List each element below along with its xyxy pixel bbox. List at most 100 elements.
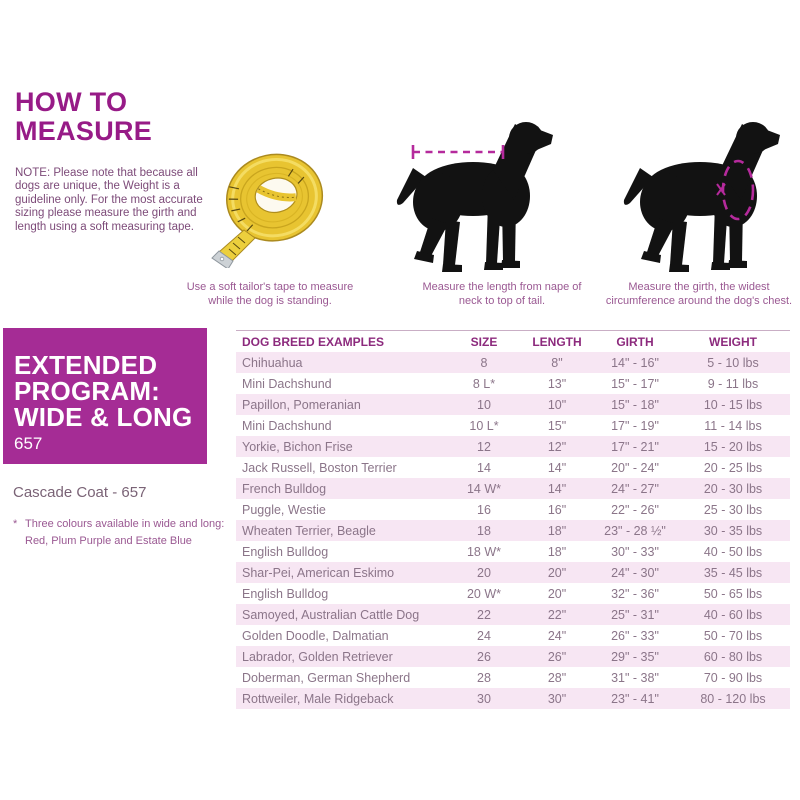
table-cell: Rottweiler, Male Ridgeback	[242, 691, 394, 706]
extended-program-banner: EXTENDED PROGRAM: WIDE & LONG 657	[3, 328, 207, 464]
col-header-length: LENGTH	[532, 334, 582, 349]
table-cell: 30"	[547, 691, 567, 706]
table-cell: 25 - 30 lbs	[703, 502, 763, 517]
table-row: Papillon, Pomeranian 10 10" 15" - 18" 10 - 1…	[236, 394, 790, 415]
table-row: Rottweiler, Male Ridgeback 30 30" 23" - 41"…	[236, 688, 790, 709]
table-cell: 8 L*	[472, 376, 496, 391]
table-cell: 17" - 21"	[611, 439, 659, 454]
page-title-line1: HOW TO	[15, 87, 128, 117]
table-cell: 31" - 38"	[611, 670, 659, 685]
table-row: Wheaten Terrier, Beagle 18 18" 23" - 28 ½" 3…	[236, 520, 790, 541]
table-cell: Chihuahua	[242, 355, 303, 370]
measure-note: NOTE: Please note that because all dogs …	[15, 167, 203, 233]
table-cell: 20"	[547, 565, 567, 580]
table-cell: 29" - 35"	[611, 649, 659, 664]
table-row: English Bulldog 20 W* 20" 32" - 36" 50 - 65 …	[236, 583, 790, 604]
page-title: HOW TO MEASURE	[15, 88, 152, 146]
table-cell: 12"	[547, 439, 567, 454]
dog-girth-measure-icon	[620, 114, 795, 274]
table-cell: 26"	[547, 649, 567, 664]
table-cell: 18 W*	[466, 544, 502, 559]
table-cell: 17" - 19"	[611, 418, 659, 433]
table-cell: 23" - 28 ½"	[604, 523, 666, 538]
colour-footnote: * Three colours available in wide and lo…	[13, 516, 228, 549]
table-cell: Papillon, Pomeranian	[242, 397, 361, 412]
table-row: English Bulldog 18 W* 18" 30" - 33" 40 - 50 …	[236, 541, 790, 562]
table-cell: 14	[477, 460, 491, 475]
table-cell: 22"	[547, 607, 567, 622]
col-header-girth: GIRTH	[616, 334, 654, 349]
table-cell: 20"	[547, 586, 567, 601]
table-cell: Golden Doodle, Dalmatian	[242, 628, 389, 643]
table-row: Mini Dachshund 10 L* 15" 17" - 19" 11 - 14 l…	[236, 415, 790, 436]
table-cell: 8	[480, 355, 488, 370]
table-cell: 10 - 15 lbs	[703, 397, 763, 412]
table-row: Golden Doodle, Dalmatian 24 24" 26" - 33" 50…	[236, 625, 790, 646]
table-cell: 26	[477, 649, 491, 664]
table-cell: 5 - 10 lbs	[707, 355, 759, 370]
table-row: Jack Russell, Boston Terrier 14 14" 20" - 2…	[236, 457, 790, 478]
table-cell: 14" - 16"	[611, 355, 659, 370]
table-cell: 14"	[547, 460, 567, 475]
table-cell: 14"	[547, 481, 567, 496]
table-cell: 10"	[547, 397, 567, 412]
size-table-body: Chihuahua 8 8" 14" - 16" 5 - 10 lbs Mini Dach…	[236, 352, 790, 709]
table-cell: 9 - 11 lbs	[707, 376, 759, 391]
table-cell: 22" - 26"	[611, 502, 659, 517]
table-cell: 50 - 70 lbs	[703, 628, 763, 643]
table-cell: English Bulldog	[242, 544, 329, 559]
table-cell: Samoyed, Australian Cattle Dog	[242, 607, 420, 622]
colour-footnote-text: Three colours available in wide and long…	[25, 518, 225, 547]
table-cell: 24"	[547, 628, 567, 643]
table-cell: 8"	[551, 355, 563, 370]
table-cell: 26" - 33"	[611, 628, 659, 643]
table-cell: 18"	[547, 523, 567, 538]
table-cell: 70 - 90 lbs	[703, 670, 763, 685]
table-cell: 28	[477, 670, 491, 685]
table-cell: 12	[477, 439, 491, 454]
table-cell: 15" - 18"	[611, 397, 659, 412]
table-cell: 60 - 80 lbs	[703, 649, 763, 664]
table-cell: 24	[477, 628, 491, 643]
table-cell: 11 - 14 lbs	[704, 418, 762, 433]
girth-caption: Measure the girth, the widest circumfere…	[605, 281, 793, 307]
table-cell: 16"	[547, 502, 567, 517]
table-row: Puggle, Westie 16 16" 22" - 26" 25 - 30 lbs	[236, 499, 790, 520]
size-table: DOG BREED EXAMPLES SIZE LENGTH GIRTH WEI…	[236, 330, 790, 709]
table-cell: 30	[477, 691, 491, 706]
table-row: French Bulldog 14 W* 14" 24" - 27" 20 - 30 l…	[236, 478, 790, 499]
table-cell: Puggle, Westie	[242, 502, 326, 517]
table-cell: Doberman, German Shepherd	[242, 670, 411, 685]
table-cell: 15" - 17"	[611, 376, 659, 391]
table-cell: 25" - 31"	[611, 607, 659, 622]
page-title-line2: MEASURE	[15, 116, 153, 146]
table-cell: 24" - 27"	[611, 481, 659, 496]
table-cell: 18"	[547, 544, 567, 559]
table-cell: 16	[477, 502, 491, 517]
program-heading-line3: WIDE & LONG	[14, 402, 193, 432]
table-cell: 35 - 45 lbs	[703, 565, 763, 580]
measuring-tape-icon	[203, 140, 338, 268]
table-cell: 20 - 30 lbs	[703, 481, 763, 496]
table-cell: 15"	[547, 418, 567, 433]
tape-caption: Use a soft tailor's tape to measure whil…	[186, 281, 354, 307]
table-row: Mini Dachshund 8 L* 13" 15" - 17" 9 - 11 lbs	[236, 373, 790, 394]
table-cell: 32" - 36"	[611, 586, 659, 601]
table-cell: 40 - 50 lbs	[703, 544, 763, 559]
table-row: Labrador, Golden Retriever 26 26" 29" - 35"…	[236, 646, 790, 667]
table-header-row: DOG BREED EXAMPLES SIZE LENGTH GIRTH WEI…	[236, 331, 790, 353]
table-cell: 22	[477, 607, 491, 622]
table-cell: 20 W*	[466, 586, 502, 601]
table-cell: Yorkie, Bichon Frise	[242, 439, 353, 454]
program-heading-line2: PROGRAM:	[14, 376, 161, 406]
table-cell: 20" - 24"	[611, 460, 659, 475]
table-cell: Labrador, Golden Retriever	[242, 649, 393, 664]
table-cell: 20	[477, 565, 491, 580]
table-cell: 10	[477, 397, 491, 412]
table-cell: 40 - 60 lbs	[703, 607, 763, 622]
program-heading-line1: EXTENDED	[14, 350, 158, 380]
table-cell: 24" - 30"	[611, 565, 659, 580]
product-name: Cascade Coat - 657	[13, 484, 147, 501]
length-caption: Measure the length from nape of neck to …	[422, 281, 582, 307]
